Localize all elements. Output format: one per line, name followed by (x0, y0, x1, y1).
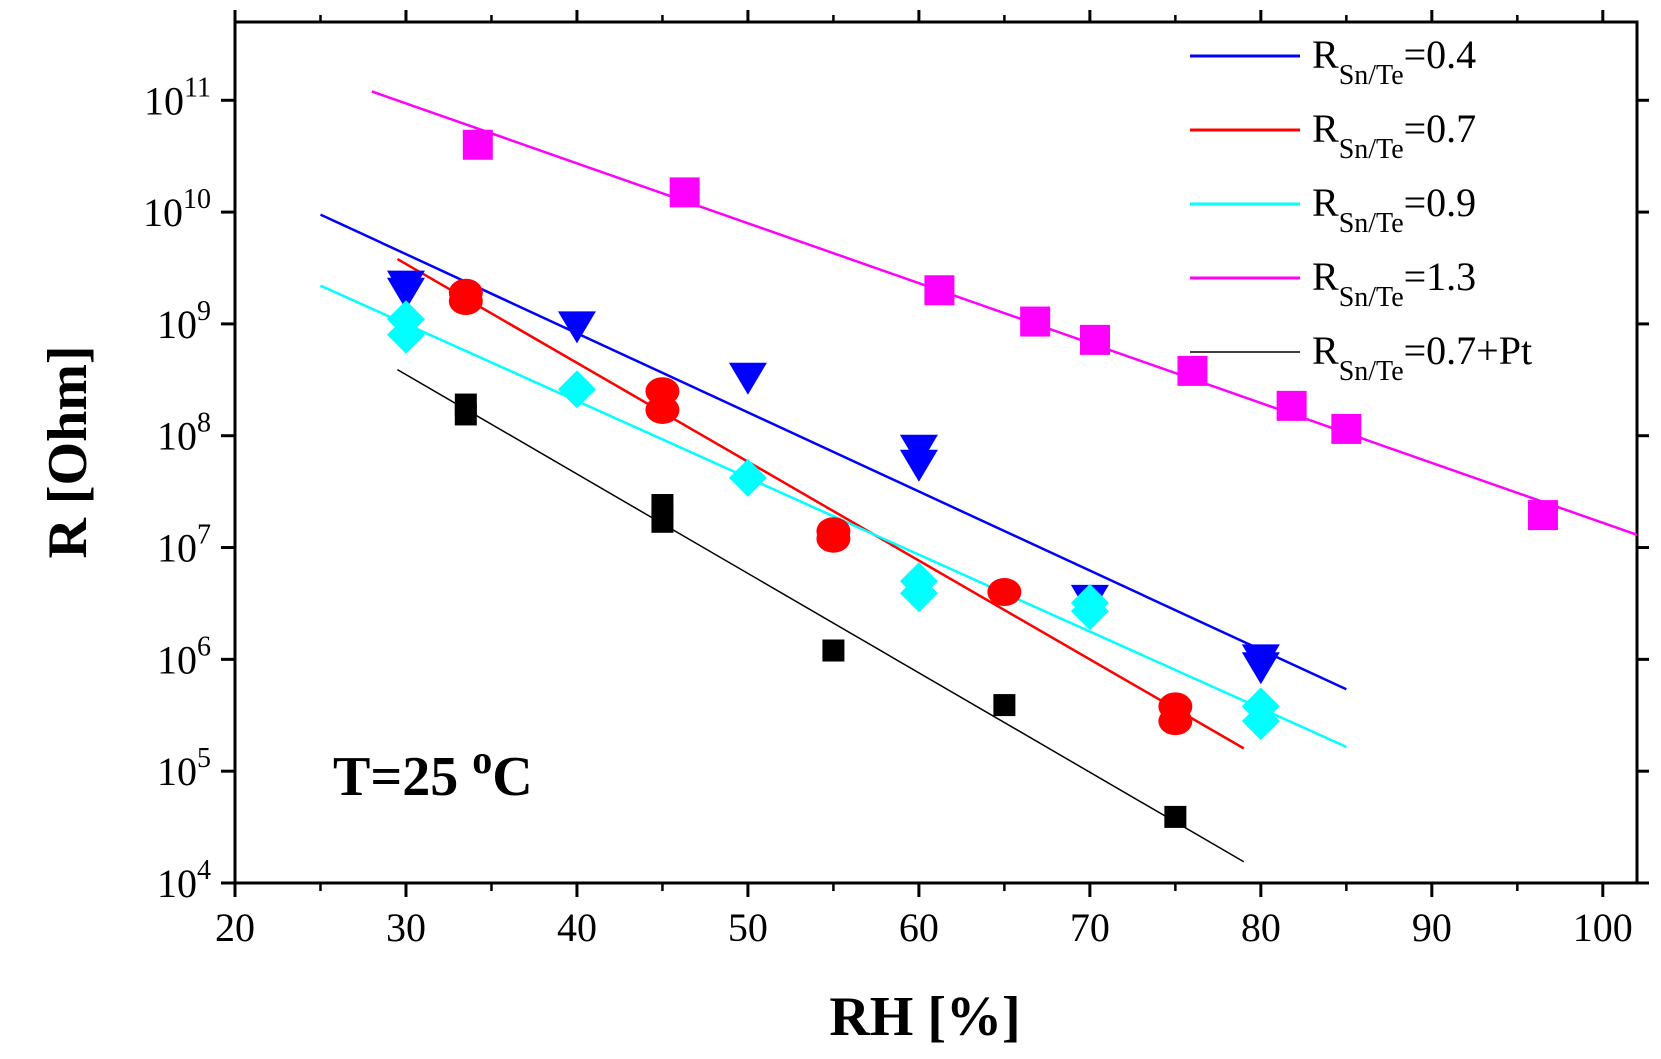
diamond-marker (557, 370, 596, 409)
square-marker (924, 275, 955, 306)
x-axis-title: RH [%] (829, 986, 1020, 1048)
circle-marker (816, 524, 851, 553)
fit-line (396, 257, 1245, 750)
y-tick-label: 106 (157, 631, 211, 682)
y-tick-label: 105 (157, 743, 211, 794)
square-marker (454, 403, 477, 426)
square-marker (1080, 324, 1111, 355)
y-tick-label: 1010 (143, 184, 211, 235)
square-marker (822, 639, 845, 662)
diamond-marker (899, 574, 938, 613)
legend-label: RSn/Te=0.9 (1312, 180, 1476, 239)
legend-label: RSn/Te=0.4 (1312, 32, 1476, 91)
fit-line (397, 368, 1245, 863)
fit-line (319, 213, 1347, 691)
triangle-marker (557, 311, 596, 344)
y-tick-label: 109 (157, 296, 211, 347)
legend-label: RSn/Te=0.7 (1312, 106, 1476, 165)
triangle-marker (899, 449, 938, 482)
triangle-marker (386, 277, 425, 310)
axes: 20 30 40 50 60 70 80 90 100 104 105 106 107 108 109 101… (143, 10, 1649, 950)
y-tick-label: 104 (157, 855, 211, 906)
y-tick-label: 1011 (144, 72, 211, 123)
square-marker (1177, 355, 1208, 386)
square-marker (651, 510, 674, 533)
y-tick-label: 107 (157, 520, 211, 571)
triangle-marker (728, 362, 767, 395)
square-marker (1164, 805, 1187, 828)
square-marker (1020, 306, 1051, 337)
square-marker (1527, 500, 1558, 531)
x-tick-label: 30 (386, 905, 426, 950)
circle-marker (448, 287, 483, 316)
x-tick-label: 40 (557, 905, 597, 950)
plot-frame (233, 20, 1639, 885)
circle-marker (645, 395, 680, 424)
x-tick-label: 90 (1412, 905, 1452, 950)
square-marker (1276, 390, 1307, 421)
fit-line (371, 90, 1638, 536)
temperature-annotation: T=25 oC (333, 737, 533, 808)
x-tick-label: 60 (899, 905, 939, 950)
diamond-marker (386, 315, 425, 354)
square-marker (1331, 413, 1362, 444)
x-tick-label: 20 (215, 905, 255, 950)
fit-line (319, 284, 1347, 749)
square-marker (993, 694, 1016, 717)
x-tick-label: 70 (1070, 905, 1110, 950)
fit-lines (319, 90, 1638, 863)
square-marker (669, 177, 700, 208)
legend-label: RSn/Te=0.7+Pt (1312, 328, 1532, 387)
square-marker (651, 494, 674, 517)
triangle-marker (1241, 652, 1280, 685)
diamond-marker (1070, 592, 1109, 631)
circle-marker (987, 578, 1022, 607)
diamond-marker (1241, 702, 1280, 741)
labels: RH [%] R [Ohm] T=25 oC (37, 345, 1021, 1048)
x-tick-label: 50 (728, 905, 768, 950)
legend-label: RSn/Te=1.3 (1312, 254, 1476, 313)
y-axis-title: R [Ohm] (37, 345, 99, 558)
data-markers (386, 129, 1558, 828)
legend: RSn/Te=0.4 RSn/Te=0.7 RSn/Te=0.9 RSn/Te=1.3… (1190, 32, 1532, 387)
circle-marker (1158, 707, 1193, 736)
y-tick-label: 108 (157, 408, 211, 459)
diamond-marker (728, 458, 767, 497)
x-tick-label: 100 (1573, 905, 1633, 950)
square-marker (462, 129, 493, 160)
x-tick-label: 80 (1241, 905, 1281, 950)
